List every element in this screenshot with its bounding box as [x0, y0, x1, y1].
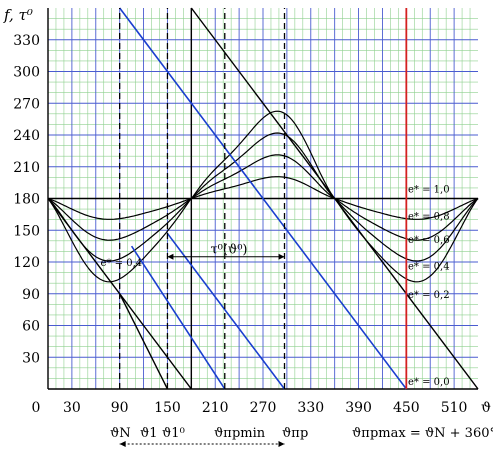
bottom-arrowhead-right: [278, 441, 285, 447]
tau-arrowhead-right: [278, 253, 285, 260]
y-tick-label: 300: [13, 65, 40, 81]
blue-mid: [130, 245, 226, 390]
diag-left-inner: [119, 293, 169, 390]
x-tick-label: 90: [111, 400, 129, 416]
label-e02: e* = 0,2: [408, 290, 450, 301]
tau-arrowhead-left: [167, 253, 174, 260]
x-tick-label: 390: [345, 400, 372, 416]
y-tick-label: 30: [22, 350, 40, 366]
x-tick-label: 510: [441, 400, 468, 416]
y-tick-label: 120: [13, 255, 40, 271]
y-axis-label: f, τ⁰: [3, 6, 33, 24]
y-tick-label: 90: [22, 287, 40, 303]
y-tick-label: 60: [22, 319, 40, 335]
label-thN: ϑN: [110, 426, 131, 441]
y-tick-label: 240: [13, 128, 40, 144]
label-thpr: ϑпр: [282, 426, 308, 441]
diag-upper: [190, 7, 336, 199]
label-thmax: ϑпрmax = ϑN + 360°: [352, 426, 493, 441]
y-tick-label: 210: [13, 160, 40, 176]
curve-upper-mid: [190, 110, 336, 199]
blue-long: [119, 7, 407, 390]
curve-upper-mid: [191, 176, 335, 200]
x-axis-label: ϑ: [481, 400, 491, 416]
x-tick-label: 330: [297, 400, 324, 416]
label-e08: e* = 0,8: [408, 212, 450, 223]
label-e1: e* = 1,0: [408, 184, 450, 195]
curve-upper-mid: [190, 154, 336, 200]
x-tick-label: 0: [32, 400, 41, 416]
line-group: [47, 7, 479, 447]
label-thmin: ϑпрmin: [214, 426, 266, 441]
tick-group: 30 60 90 120 150 180 210 240 270 300 330 0 30 90 150 21…: [3, 6, 491, 416]
x-tick-label: 270: [250, 400, 277, 416]
x-tick-label: 210: [202, 400, 229, 416]
blue-short: [166, 232, 286, 390]
label-e06: e* = 0,6: [408, 235, 450, 246]
label-th1o: ϑ1⁰: [162, 426, 185, 441]
x-tick-label: 30: [63, 400, 81, 416]
y-tick-label: 330: [13, 33, 40, 49]
curve-upper-mid: [190, 132, 336, 199]
label-group: e* = 1,0 e* = 0,8 e* = 0,6 e* = 0,4 e* = 0,2…: [101, 184, 493, 441]
label-e00: e* = 0,0: [408, 377, 450, 388]
label-e04: e* = 0,4: [408, 261, 450, 272]
y-tick-label: 180: [13, 192, 40, 208]
bottom-arrowhead-left: [119, 441, 126, 447]
label-left-e04: e* = 0,4: [101, 258, 143, 269]
x-tick-label: 150: [154, 400, 181, 416]
y-tick-label: 270: [13, 96, 40, 112]
y-tick-label: 150: [13, 223, 40, 239]
tau-label: τ⁰(ϑ⁰): [210, 243, 247, 258]
label-th1: ϑ1: [140, 426, 158, 441]
x-tick-label: 450: [393, 400, 420, 416]
